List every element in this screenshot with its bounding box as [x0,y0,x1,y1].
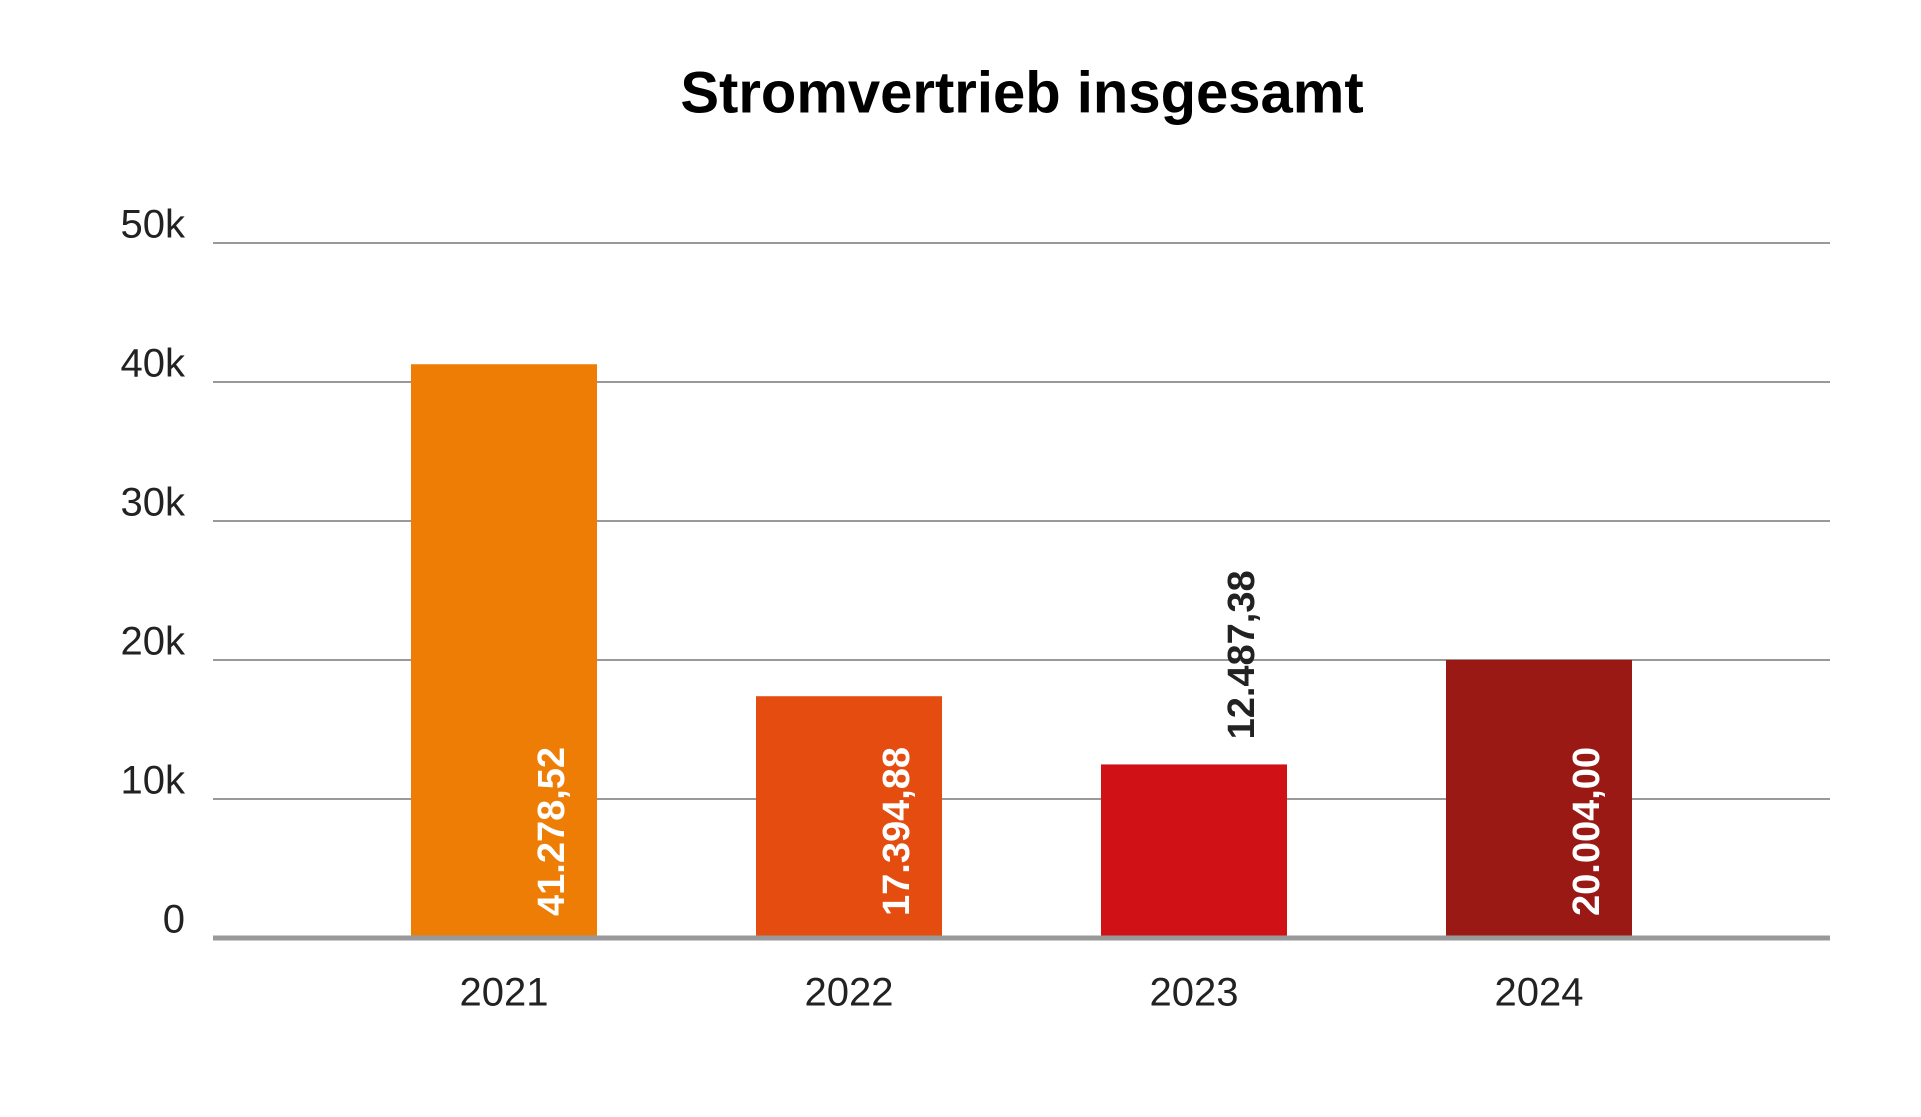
bar [1446,659,1632,938]
value-label: 20.004,00 [1566,747,1608,916]
value-label: 41.278,52 [531,747,573,916]
y-tick-label: 0 [163,898,185,942]
bar [756,696,942,938]
y-tick-label: 50k [121,203,186,247]
y-tick-label: 30k [121,481,186,525]
x-tick-label: 2024 [1495,971,1584,1015]
bar [1101,764,1287,938]
value-label: 12.487,38 [1221,570,1263,739]
y-tick-label: 20k [121,620,186,664]
value-label: 17.394,88 [876,747,918,916]
chart-title: Stromvertrieb insgesamt [680,60,1363,125]
y-tick-label: 10k [121,759,186,803]
x-tick-label: 2023 [1150,971,1239,1015]
x-tick-label: 2021 [460,971,549,1015]
bar [411,364,597,938]
y-tick-label: 40k [121,342,186,386]
x-tick-label: 2022 [805,971,894,1015]
